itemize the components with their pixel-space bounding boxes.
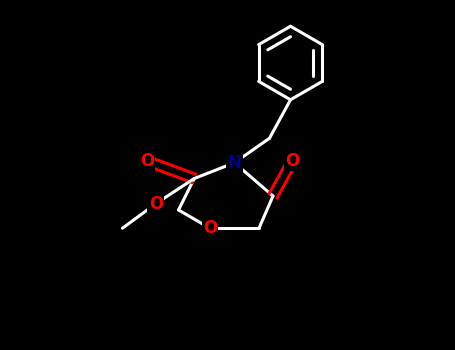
Text: O: O: [140, 152, 154, 170]
Text: O: O: [285, 152, 299, 170]
Text: N: N: [228, 154, 242, 172]
Text: O: O: [203, 219, 217, 237]
Text: O: O: [149, 195, 163, 213]
